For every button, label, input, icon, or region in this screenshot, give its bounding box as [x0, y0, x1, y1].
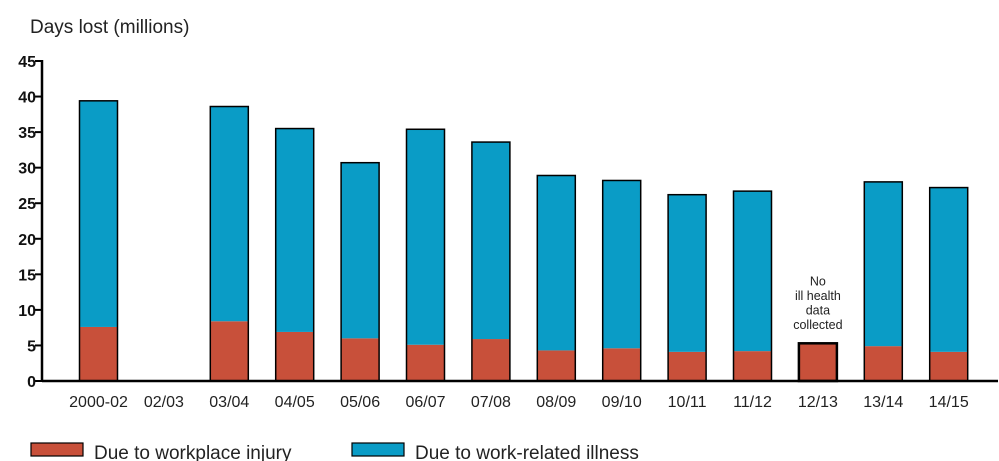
- bars: [78, 100, 969, 383]
- bar-injury-10/11: [668, 351, 707, 381]
- x-tick-label: 06/07: [405, 394, 445, 411]
- y-tick-label: 35: [18, 125, 36, 142]
- y-axis-label: Days lost (millions): [30, 17, 189, 38]
- annotation-line: ill health: [795, 289, 841, 303]
- legend-label: Due to work-related illness: [415, 443, 639, 461]
- bar-injury-12/13: [797, 342, 839, 383]
- x-tick-label: 05/06: [340, 394, 380, 411]
- bar-injury-05/06: [341, 338, 380, 381]
- bar-injury-03/04: [210, 321, 249, 381]
- y-tick-label: 45: [18, 54, 36, 71]
- x-tick-label: 2000-02: [69, 394, 128, 411]
- x-tick-label: 04/05: [275, 394, 315, 411]
- bar-injury-09/10: [602, 348, 641, 381]
- x-tick-label: 03/04: [209, 394, 249, 411]
- annotation-line: data: [806, 304, 830, 318]
- x-axis: 2000-02 02/03 03/04 04/05 05/06 06/07 07/08 08/…: [69, 394, 969, 411]
- x-tick-label: 07/08: [471, 394, 511, 411]
- y-tick-label: 0: [27, 374, 36, 391]
- annotation-line: collected: [793, 318, 842, 332]
- y-axis: 0 5 10 15 20 25 30 35 40 45: [18, 54, 42, 391]
- bar-injury-11/12: [733, 351, 772, 381]
- y-tick-label: 30: [18, 161, 36, 178]
- x-tick-label: 10/11: [668, 394, 707, 411]
- bar-injury-14/15: [929, 351, 968, 381]
- x-tick-label: 08/09: [536, 394, 576, 411]
- bar-illness-06/07: [406, 129, 445, 345]
- bar-illness-10/11: [668, 194, 707, 352]
- bar-illness-04/05: [275, 128, 314, 332]
- bar-injury-07/08: [471, 339, 510, 381]
- bar-illness-14/15: [929, 187, 968, 352]
- x-tick-label: 02/03: [144, 394, 184, 411]
- bar-illness-09/10: [602, 180, 641, 349]
- bar-injury-06/07: [406, 344, 445, 381]
- bar-injury-08/09: [537, 350, 576, 381]
- bar-illness-08/09: [537, 175, 576, 351]
- bar-illness-03/04: [210, 106, 249, 322]
- bar-injury-13/14: [864, 346, 903, 381]
- y-tick-label: 5: [27, 338, 36, 355]
- legend-label: Due to workplace injury: [94, 443, 292, 461]
- y-tick-label: 20: [18, 232, 36, 249]
- x-tick-label: 11/12: [733, 394, 772, 411]
- bar-illness-05/06: [341, 162, 380, 339]
- legend-swatch: [30, 442, 84, 457]
- y-tick-label: 15: [18, 267, 36, 284]
- bar-injury-2000-02: [79, 326, 118, 381]
- bar-illness-11/12: [733, 191, 772, 352]
- y-tick-label: 40: [18, 90, 36, 107]
- x-tick-label: 12/13: [798, 394, 838, 411]
- bar-illness-07/08: [471, 142, 510, 340]
- bar-illness-2000-02: [79, 100, 118, 327]
- bar-illness-13/14: [864, 181, 903, 347]
- x-tick-label: 09/10: [602, 394, 642, 411]
- legend: Due to workplace injury Due to work-relat…: [30, 442, 639, 461]
- y-tick-label: 25: [18, 196, 36, 213]
- x-tick-label: 14/15: [929, 394, 969, 411]
- x-tick-label: 13/14: [863, 394, 903, 411]
- bar-injury-04/05: [275, 331, 314, 381]
- annotation-line: No: [810, 275, 826, 289]
- y-tick-label: 10: [18, 303, 36, 320]
- legend-swatch: [351, 442, 405, 457]
